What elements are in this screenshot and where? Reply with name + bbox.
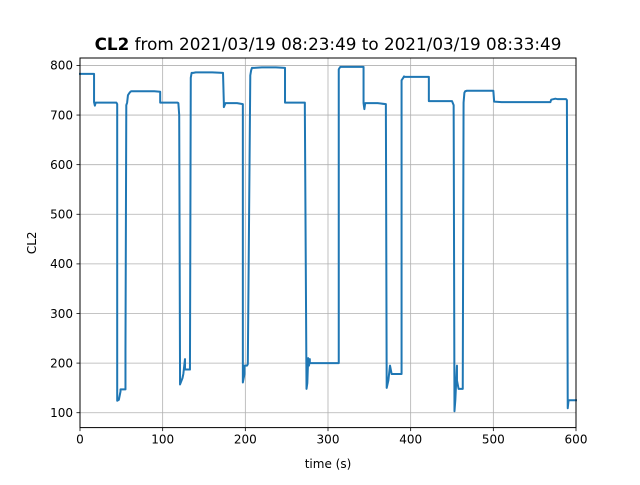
y-tick-label: 400: [50, 257, 73, 271]
series-line: [79, 65, 577, 413]
y-tick-label: 100: [50, 406, 73, 420]
chart-title: CL2 from 2021/03/19 08:23:49 to 2021/03/…: [95, 34, 562, 54]
x-tick-label: 500: [482, 433, 505, 447]
x-tick-label: 0: [76, 433, 84, 447]
grid-lines: [79, 58, 577, 428]
y-tick-label: 800: [50, 59, 73, 73]
x-axis-label: time (s): [305, 457, 352, 471]
x-tick-label: 600: [565, 433, 588, 447]
chart-title-bold: CL2: [95, 34, 130, 54]
y-axis-label: CL2: [25, 231, 39, 254]
y-tick-label: 700: [50, 108, 73, 122]
x-tick-label: 200: [234, 433, 257, 447]
x-axis-ticks: 0 100 200 300 400 500 600: [76, 427, 588, 447]
chart-title-rest: from 2021/03/19 08:23:49 to 2021/03/19 0…: [129, 34, 561, 54]
series-layer: [79, 65, 577, 413]
x-tick-label: 300: [317, 433, 340, 447]
y-axis-ticks: 100 200 300 400 500 600 700 800: [50, 59, 80, 420]
x-tick-label: 100: [151, 433, 174, 447]
y-tick-label: 300: [50, 307, 73, 321]
y-tick-label: 500: [50, 208, 73, 222]
y-tick-label: 600: [50, 158, 73, 172]
y-tick-label: 200: [50, 356, 73, 370]
x-tick-label: 400: [399, 433, 422, 447]
